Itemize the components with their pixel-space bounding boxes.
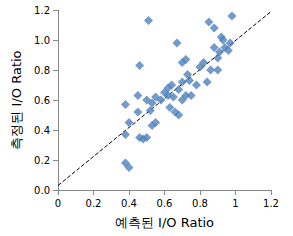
svg-text:0.6: 0.6 xyxy=(34,95,50,106)
svg-text:0.8: 0.8 xyxy=(34,65,50,76)
svg-text:1.0: 1.0 xyxy=(34,35,50,46)
svg-text:0.4: 0.4 xyxy=(121,198,137,209)
svg-text:0.6: 0.6 xyxy=(157,198,173,209)
svg-text:측정된 I/O Ratio: 측정된 I/O Ratio xyxy=(9,50,24,149)
svg-text:예측된 I/O Ratio: 예측된 I/O Ratio xyxy=(115,215,214,230)
svg-text:0.2: 0.2 xyxy=(86,198,102,209)
svg-text:1: 1 xyxy=(232,198,238,209)
svg-text:0: 0 xyxy=(55,198,61,209)
svg-text:1.2: 1.2 xyxy=(263,198,279,209)
svg-text:0.0: 0.0 xyxy=(34,185,50,196)
svg-text:1.2: 1.2 xyxy=(34,5,50,16)
svg-text:0.4: 0.4 xyxy=(34,125,50,136)
svg-text:0.8: 0.8 xyxy=(192,198,208,209)
svg-text:0.2: 0.2 xyxy=(34,155,50,166)
